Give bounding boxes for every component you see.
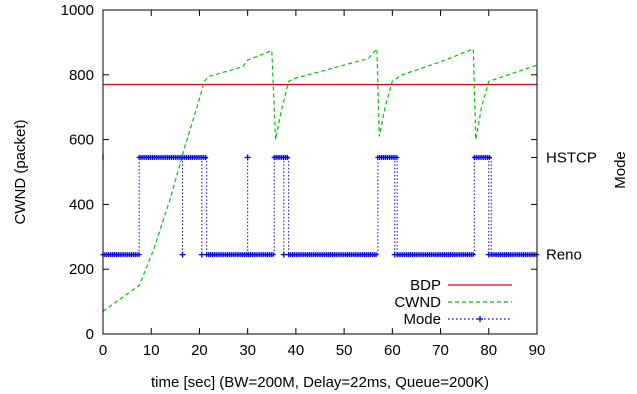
x-tick-label: 10 xyxy=(143,342,160,359)
legend-label-mode: Mode xyxy=(403,311,441,328)
mode-series xyxy=(100,154,540,258)
y2-tick-label: Reno xyxy=(546,247,582,264)
legend-label-bdp: BDP xyxy=(410,277,441,294)
series-layer xyxy=(100,47,540,312)
x-tick-label: 30 xyxy=(239,342,256,359)
y-tick-label: 200 xyxy=(69,261,94,278)
x-tick-label: 20 xyxy=(191,342,208,359)
x-tick-label: 50 xyxy=(336,342,353,359)
y-tick-label: 1000 xyxy=(61,2,94,19)
x-tick-label: 70 xyxy=(432,342,449,359)
x-tick-label: 0 xyxy=(99,342,107,359)
cwnd-line xyxy=(102,47,538,312)
y-tick-label: 800 xyxy=(69,67,94,84)
y2-axis-title: Mode xyxy=(612,151,629,189)
y-tick-label: 600 xyxy=(69,132,94,149)
y-tick-label: 0 xyxy=(86,326,94,343)
x-tick-label: 40 xyxy=(288,342,305,359)
y-axis-title: CWND (packet) xyxy=(12,119,29,224)
plot-frame xyxy=(102,9,538,335)
x-tick-label: 60 xyxy=(384,342,401,359)
legend-label-cwnd: CWND xyxy=(394,294,441,311)
x-tick-label: 90 xyxy=(529,342,546,359)
ticks-layer: 0 10 20 30 40 50 60 70 80 90 0 200 400 600 800 1000 HSTC… xyxy=(61,2,597,359)
x-axis-title: time [sec] (BW=200M, Delay=22ms, Queue=2… xyxy=(151,374,489,391)
y2-tick-label: HSTCP xyxy=(546,149,597,166)
x-tick-label: 80 xyxy=(480,342,497,359)
y-tick-label: 400 xyxy=(69,196,94,213)
